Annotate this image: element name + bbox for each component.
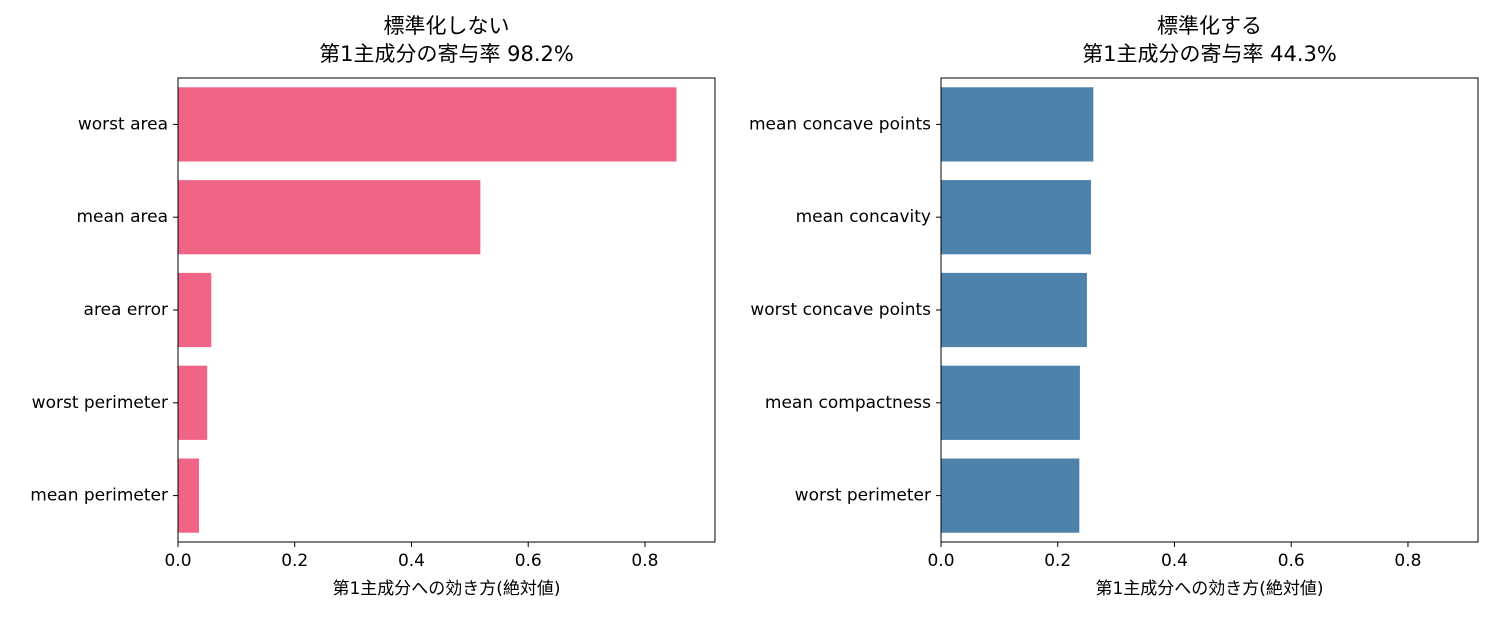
bar xyxy=(941,458,1080,533)
bar xyxy=(178,458,200,533)
x-tick-label: 0.6 xyxy=(515,551,542,571)
bar xyxy=(178,87,677,162)
chart-title: 標準化する xyxy=(1157,14,1262,38)
bar xyxy=(941,365,1080,440)
x-axis-label: 第1主成分への効き方(絶対値) xyxy=(332,579,560,599)
x-tick-label: 0.8 xyxy=(631,551,658,571)
y-tick-label: mean concave points xyxy=(749,114,931,134)
chart-title: 第1主成分の寄与率 44.3% xyxy=(1082,42,1337,66)
y-tick-label: worst perimeter xyxy=(795,486,931,506)
x-tick-label: 0.4 xyxy=(1161,551,1188,571)
x-tick-label: 0.4 xyxy=(398,551,425,571)
bar xyxy=(941,87,1094,162)
x-tick-label: 0.2 xyxy=(1044,551,1071,571)
axes-frame xyxy=(177,77,716,543)
x-axis-label: 第1主成分への効き方(絶対値) xyxy=(1095,579,1323,599)
axes-frame xyxy=(940,77,1479,543)
x-tick-label: 0.8 xyxy=(1394,551,1421,571)
y-tick-label: mean concavity xyxy=(796,207,931,227)
y-tick-label: area error xyxy=(84,300,168,320)
x-tick-label: 0.0 xyxy=(927,551,954,571)
y-tick-label: worst concave points xyxy=(750,300,931,320)
bar xyxy=(178,180,481,255)
x-tick-label: 0.6 xyxy=(1278,551,1305,571)
bar xyxy=(941,272,1087,348)
y-tick-label: mean compactness xyxy=(765,393,931,413)
y-tick-label: worst area xyxy=(78,114,168,134)
x-tick-label: 0.0 xyxy=(164,551,191,571)
bar xyxy=(178,272,212,348)
chart-title: 第1主成分の寄与率 98.2% xyxy=(319,42,574,66)
y-tick-label: worst perimeter xyxy=(32,393,168,413)
chart-title: 標準化しない xyxy=(384,14,510,38)
bar xyxy=(941,180,1092,255)
y-tick-label: mean area xyxy=(76,207,168,227)
bar xyxy=(178,365,208,440)
y-tick-label: mean perimeter xyxy=(30,486,168,506)
x-tick-label: 0.2 xyxy=(281,551,308,571)
